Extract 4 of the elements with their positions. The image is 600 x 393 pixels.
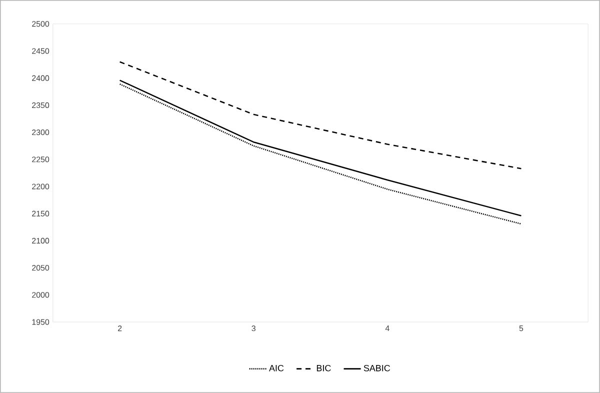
legend-label: AIC: [269, 364, 284, 372]
legend-label: BIC: [316, 364, 331, 372]
legend-label: SABIC: [364, 364, 390, 372]
line-series: [119, 61, 522, 170]
